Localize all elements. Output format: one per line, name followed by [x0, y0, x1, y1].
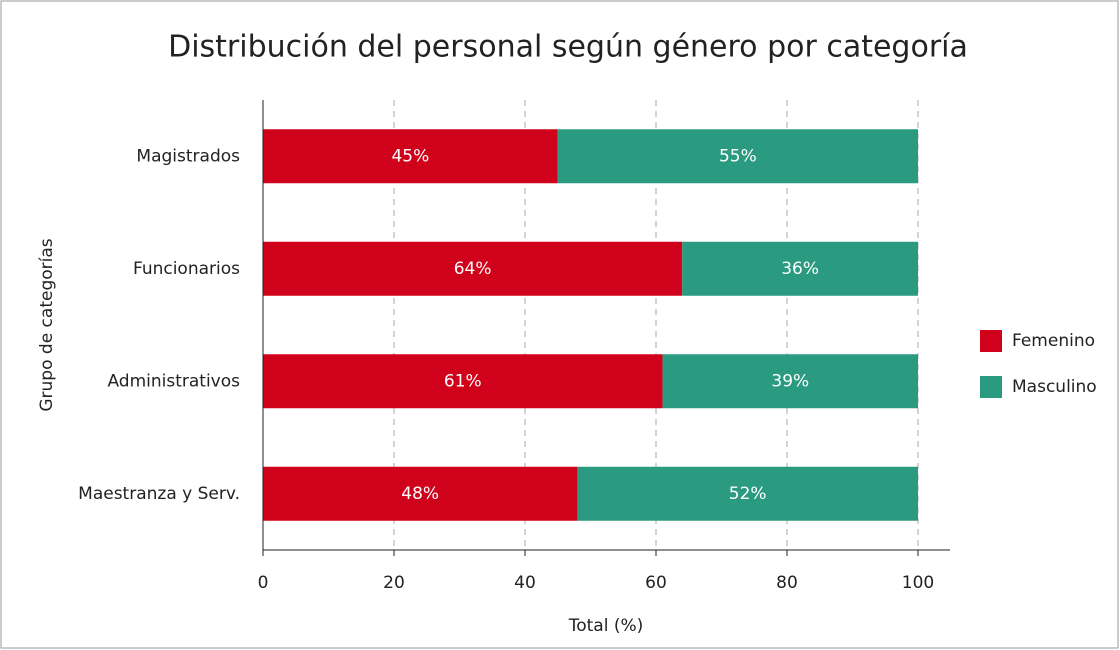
- y-tick-label: Maestranza y Serv.: [78, 484, 240, 504]
- x-tick-label: 80: [776, 573, 798, 593]
- bar-segment: [577, 466, 918, 521]
- x-tick-label: 60: [645, 573, 667, 593]
- legend-label: Masculino: [1012, 377, 1097, 397]
- bar-segment: [662, 354, 918, 409]
- x-tick-label: 40: [514, 573, 536, 593]
- y-tick-label: Administrativos: [107, 371, 240, 391]
- bar-segment: [263, 466, 578, 521]
- x-tick-label: 100: [902, 573, 934, 593]
- legend-label: Femenino: [1012, 331, 1095, 351]
- value-label: 36%: [781, 259, 819, 279]
- bar-segment: [263, 354, 663, 409]
- value-label: 61%: [444, 371, 482, 391]
- bar-segment: [263, 241, 683, 296]
- x-axis-label: Total (%): [568, 616, 644, 636]
- y-axis-label: Grupo de categorías: [37, 238, 57, 411]
- value-label: 55%: [719, 146, 757, 166]
- x-tick-label: 20: [383, 573, 405, 593]
- legend-swatch: [980, 376, 1002, 398]
- legend-swatch: [980, 330, 1002, 352]
- chart-title: Distribución del personal según género p…: [168, 30, 968, 65]
- value-label: 48%: [401, 484, 439, 504]
- value-label: 64%: [454, 259, 492, 279]
- bar-segment: [263, 129, 558, 184]
- bar-segment: [682, 241, 918, 296]
- y-tick-label: Funcionarios: [133, 259, 240, 279]
- value-label: 52%: [729, 484, 767, 504]
- bar-segment: [557, 129, 918, 184]
- value-label: 39%: [771, 371, 809, 391]
- y-tick-label: Magistrados: [136, 146, 240, 166]
- value-label: 45%: [391, 146, 429, 166]
- x-tick-label: 0: [258, 573, 269, 593]
